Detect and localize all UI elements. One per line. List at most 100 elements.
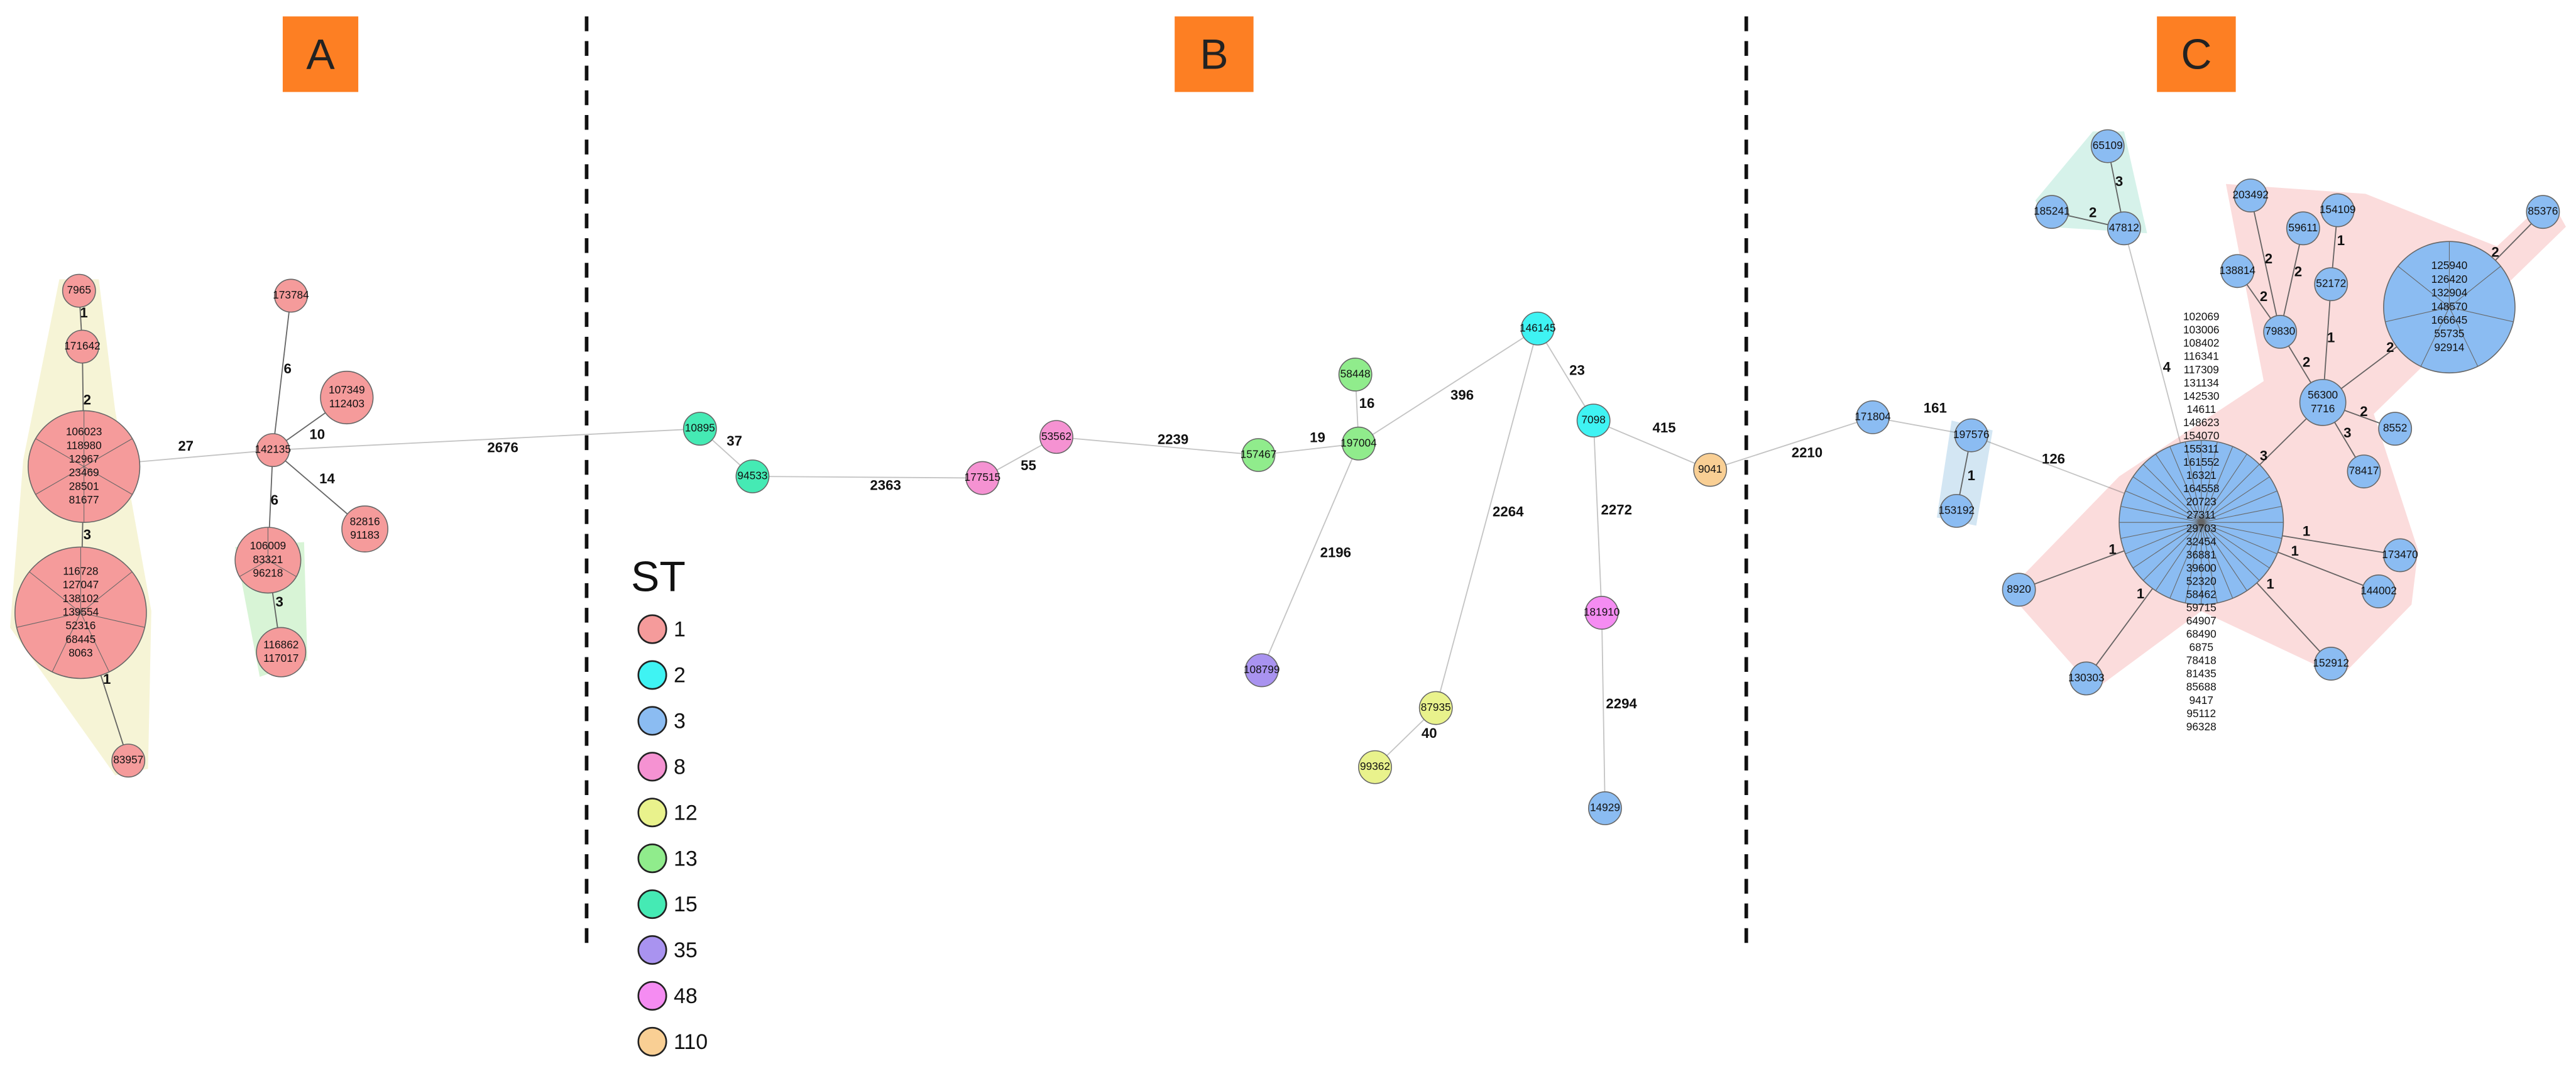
node-id: 53562 (1041, 430, 1072, 442)
node-id: 79830 (2265, 325, 2295, 338)
node-slice (2201, 490, 2277, 523)
legend-label: 35 (674, 938, 698, 962)
node-id: 102069 (2183, 310, 2220, 323)
edge (752, 476, 983, 479)
node-slice (80, 612, 145, 628)
node-slice (29, 571, 81, 613)
edge-label: 1 (2291, 543, 2299, 559)
node-id: 82816 (350, 515, 380, 527)
node-circle (2069, 661, 2103, 696)
node: 87935 (1418, 691, 1453, 725)
node-id: 59611 (2288, 221, 2318, 234)
node-id: 52316 (65, 619, 96, 632)
node-id: 161552 (2183, 456, 2220, 468)
node-circle (2107, 211, 2141, 246)
edge-label: 3 (84, 527, 91, 542)
node-slice (2125, 522, 2201, 554)
edge-label: 6 (284, 361, 292, 376)
legend-label: 110 (674, 1030, 708, 1054)
node: 59611 (2286, 211, 2320, 246)
edge-label: 4 (2163, 359, 2171, 375)
node-circle (2378, 412, 2413, 446)
node-id: 197576 (1953, 428, 1990, 441)
node-slice (2201, 522, 2277, 554)
node-id: 56300 (2308, 388, 2338, 401)
node-circle (1039, 420, 1073, 454)
node-circle (2362, 574, 2396, 608)
edge-label: 14 (319, 471, 335, 486)
node-slice (16, 612, 81, 628)
edge-label: 1 (2137, 586, 2144, 601)
node-slice (2120, 506, 2201, 523)
node-id: 142530 (2183, 390, 2220, 402)
node-circle (341, 505, 388, 553)
node-id: 68445 (65, 633, 96, 645)
node: 152912 (2313, 647, 2349, 681)
node-slice (2449, 307, 2514, 322)
node-id: 127047 (63, 578, 99, 591)
node: 85376 (2526, 195, 2560, 229)
node-slice (2201, 441, 2218, 523)
edge-label: 2 (2303, 354, 2310, 370)
node-id: 92914 (2434, 341, 2464, 353)
node-slice (268, 559, 297, 577)
node-id: 23469 (69, 466, 99, 479)
node-id: 58448 (1340, 367, 1371, 380)
node-id: 164558 (2183, 482, 2220, 495)
nodes: 7965171642106023118980129672346928501816… (14, 129, 2560, 825)
node-id: 87935 (1421, 701, 1451, 713)
node-id: 185241 (2034, 205, 2070, 217)
node-slice (2201, 522, 2218, 603)
edge-label: 16 (1359, 395, 1375, 411)
node-circle (2002, 573, 2036, 607)
node-circle (62, 273, 96, 308)
node-slice (2201, 446, 2233, 523)
node-id: 16321 (2186, 469, 2217, 481)
node-id: 8552 (2383, 422, 2407, 434)
node: 14929 (1588, 791, 1622, 825)
node-id: 81435 (2186, 667, 2217, 680)
node-id: 155311 (2184, 442, 2219, 455)
node-slice (2155, 454, 2202, 523)
edge (1601, 612, 1606, 808)
node: 130303 (2068, 661, 2105, 696)
node: 153192 (1939, 493, 1975, 528)
node-id: 106009 (250, 539, 287, 552)
node-id: 8920 (2007, 583, 2031, 595)
node: 78417 (2347, 454, 2381, 489)
node-circle (735, 459, 770, 493)
edge-label: 126 (2042, 451, 2065, 467)
node-circle (1693, 453, 1728, 487)
edge-label: 23 (1569, 363, 1585, 378)
node-slice (80, 571, 133, 613)
edge-label: 2676 (487, 439, 518, 455)
node-id: 36881 (2186, 548, 2217, 561)
node-id: 177515 (965, 471, 1001, 483)
node: 7098 (1576, 404, 1611, 438)
node-slice (2201, 522, 2247, 591)
node-id: 58462 (2186, 588, 2217, 600)
node-circle (1584, 596, 1619, 630)
node-slice (80, 612, 110, 672)
edge-label: 2272 (1601, 502, 1632, 518)
legend-swatch (637, 798, 667, 828)
legend-label: 3 (674, 709, 686, 733)
node-id: 83321 (253, 553, 283, 566)
edge (2250, 195, 2281, 332)
node-circle (2526, 195, 2560, 229)
node-slice (84, 438, 133, 467)
node-id: 7965 (67, 283, 91, 296)
edge-label: 27 (178, 438, 194, 454)
node: 1020691030061084021163411173091311341425… (2118, 310, 2284, 733)
node: 171642 (64, 329, 101, 364)
node-circle (256, 433, 290, 468)
node: 99362 (1358, 750, 1392, 784)
node-id: 138102 (63, 592, 99, 605)
node: 144002 (2360, 574, 2397, 608)
node: 8920 (2002, 573, 2036, 607)
node-circle (2299, 378, 2347, 426)
node-circle (274, 278, 308, 313)
node-slice (2448, 307, 2479, 367)
edge-label: 2239 (1158, 431, 1188, 447)
